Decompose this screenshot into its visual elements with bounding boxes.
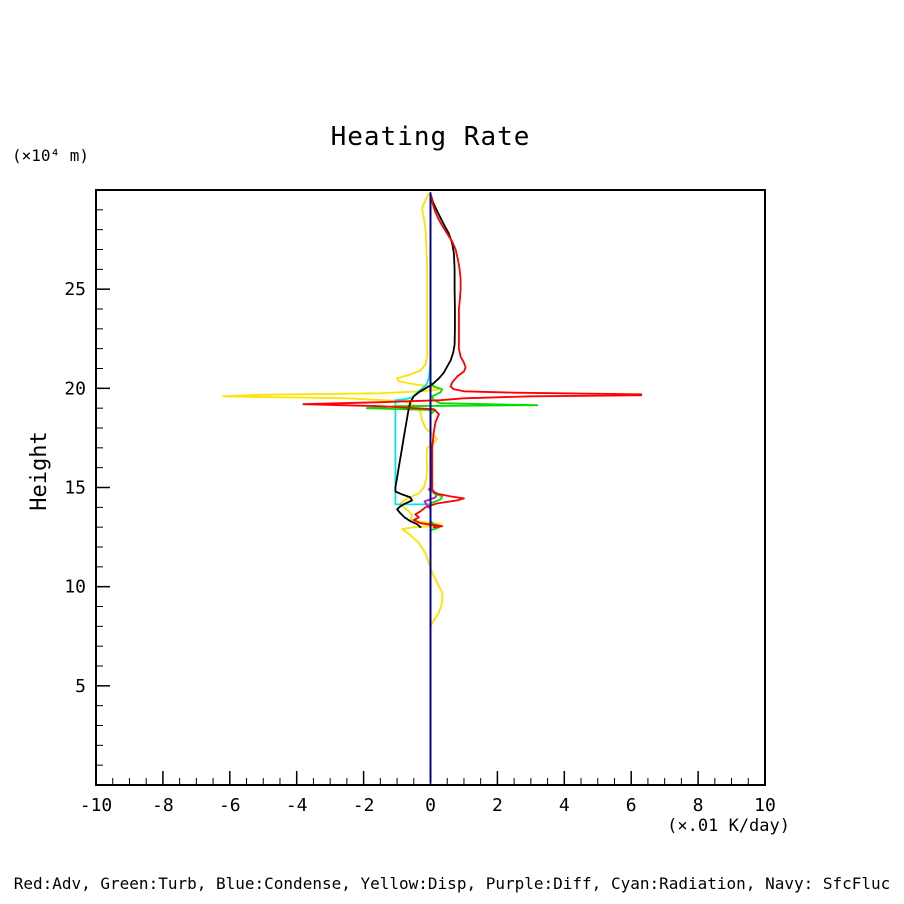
- x-tick-label: 10: [754, 795, 776, 816]
- x-tick-label: 0: [425, 795, 436, 816]
- y-tick-label: 10: [64, 577, 86, 598]
- x-tick-label: 6: [626, 795, 637, 816]
- y-axis-unit-label: (×10⁴ m): [12, 146, 90, 165]
- series-adv: [302, 195, 643, 529]
- x-tick-label: -10: [80, 795, 113, 816]
- series-turb: [365, 381, 539, 531]
- x-tick-label: -2: [353, 795, 375, 816]
- y-tick-label: 20: [64, 378, 86, 399]
- x-tick-label: -6: [219, 795, 241, 816]
- x-tick-label: 4: [559, 795, 570, 816]
- x-tick-label: -8: [152, 795, 174, 816]
- legend-text: Red:Adv, Green:Turb, Blue:Condense, Yell…: [13, 874, 891, 893]
- series-unlabeled: [394, 195, 456, 529]
- x-axis-unit-label: (×.01 K/day): [667, 816, 790, 836]
- x-tick-label: 8: [693, 795, 704, 816]
- chart-title: Heating Rate: [330, 122, 531, 152]
- y-tick-label: 25: [64, 279, 86, 300]
- x-tick-label: 2: [492, 795, 503, 816]
- y-tick-label: 15: [64, 478, 86, 499]
- x-tick-label: -4: [286, 795, 308, 816]
- series-disp: [222, 193, 444, 628]
- plot-frame: [95, 189, 766, 786]
- y-tick-label: 5: [75, 676, 86, 697]
